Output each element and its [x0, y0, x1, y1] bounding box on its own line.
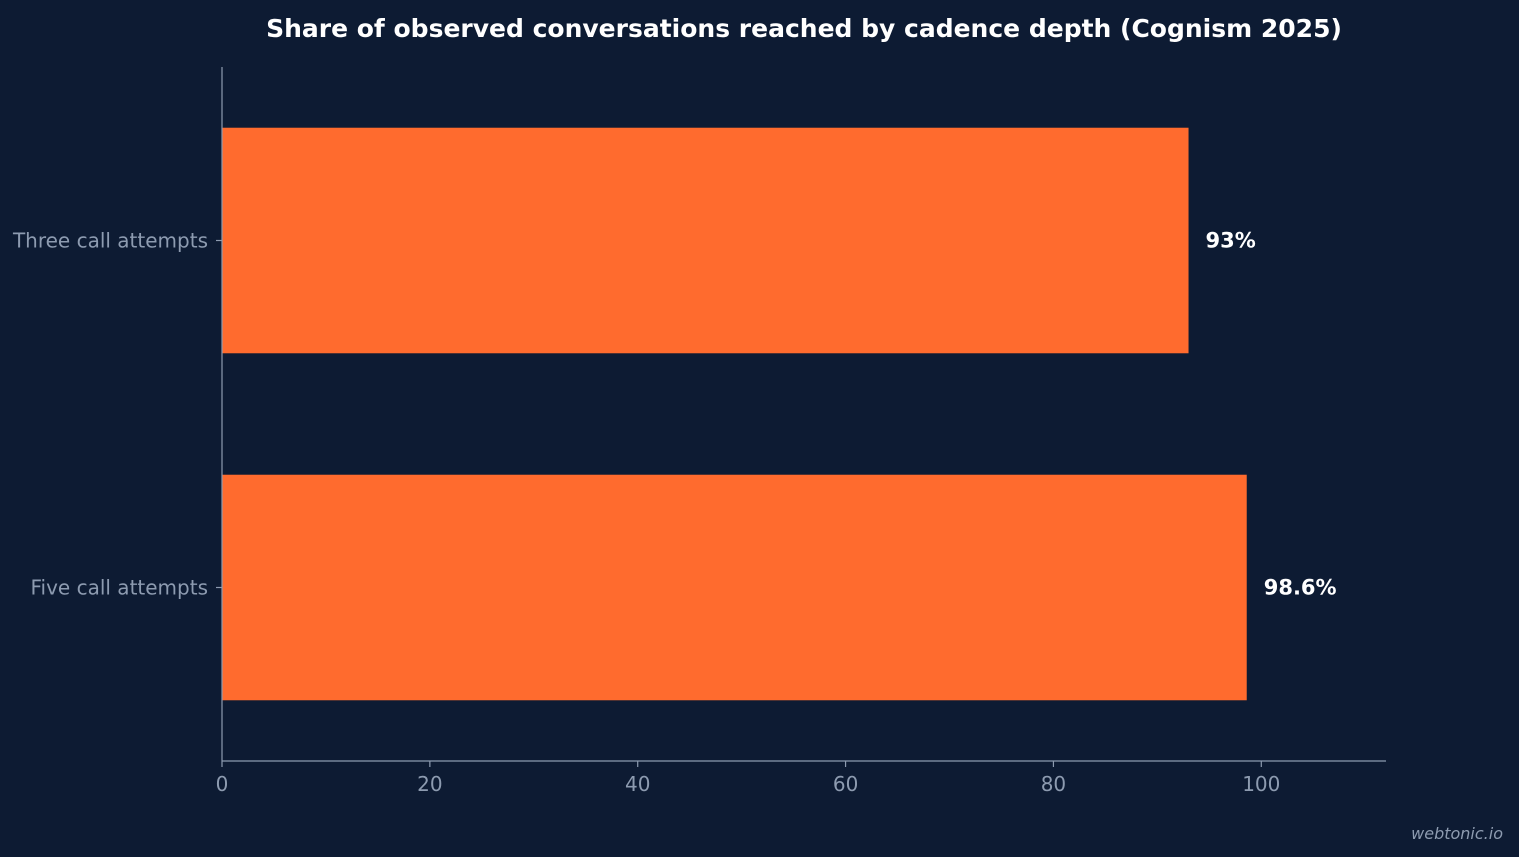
bar-1 — [222, 127, 1189, 354]
bar-value-label: 98.6% — [1264, 576, 1337, 600]
x-ticks-group: 0 20 40 60 80 100 — [216, 761, 1280, 796]
bar-2 — [222, 474, 1247, 701]
y-categories-group: Three call attempts Five call attempts — [12, 229, 222, 600]
y-category-label: Three call attempts — [12, 229, 208, 253]
x-tick-label: 80 — [1041, 772, 1066, 796]
axes-group — [221, 67, 1386, 762]
y-category-label: Five call attempts — [30, 576, 208, 600]
bar-value-label: 93% — [1206, 229, 1256, 253]
x-tick-label: 100 — [1242, 772, 1280, 796]
chart-title: Share of observed conversations reached … — [266, 14, 1342, 43]
watermark: webtonic.io — [1411, 824, 1503, 843]
x-tick-label: 60 — [833, 772, 858, 796]
x-tick-label: 0 — [216, 772, 229, 796]
x-tick-label: 40 — [625, 772, 650, 796]
x-tick-label: 20 — [417, 772, 442, 796]
bars-group: 93% 98.6% — [222, 127, 1337, 701]
